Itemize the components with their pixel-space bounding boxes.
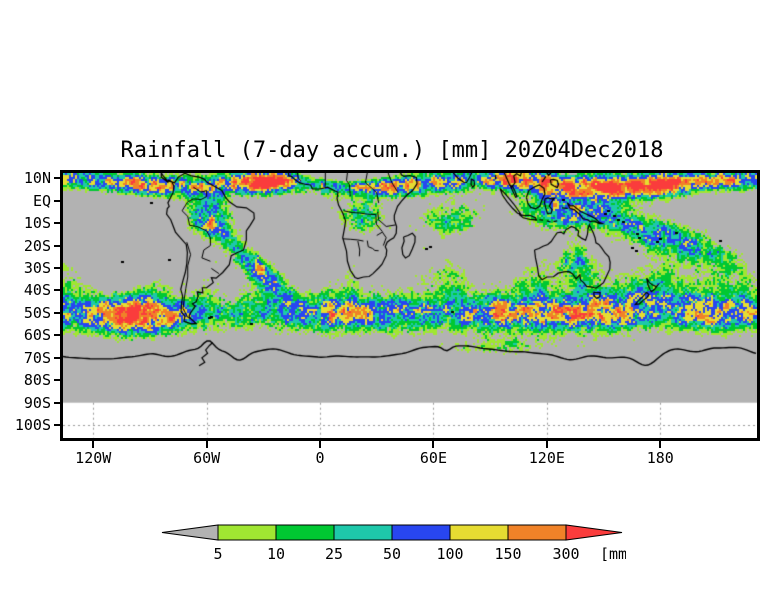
lat-tick-mark: [54, 244, 61, 247]
legend-label: 300: [552, 545, 579, 563]
lat-tick-label: 30S: [23, 259, 51, 277]
legend-segment: [449, 524, 509, 541]
lon-tick-mark: [205, 441, 208, 448]
lat-tick-label: EQ: [32, 191, 51, 210]
legend-segment: [391, 524, 451, 541]
lat-tick-label: 100S: [14, 416, 51, 435]
lon-tick-mark: [319, 441, 322, 448]
lon-tick-label: 0: [315, 449, 325, 467]
lat-tick-label: 60S: [23, 326, 51, 345]
lat-tick-mark: [54, 177, 61, 180]
lat-tick-label: 90S: [23, 393, 51, 412]
chart-title: Rainfall (7-day accum.) [mm] 20Z04Dec201…: [120, 138, 664, 163]
lon-tick-label: 60W: [193, 449, 221, 467]
lat-tick-mark: [54, 311, 61, 314]
lat-tick-label: 70S: [23, 348, 51, 367]
lat-tick-label: 50S: [23, 303, 51, 322]
legend-segment: [333, 524, 393, 541]
legend-label: 100: [436, 545, 463, 563]
lon-tick-mark: [545, 441, 548, 448]
lat-tick-mark: [54, 334, 61, 337]
lon-tick-mark: [432, 441, 435, 448]
legend-left-arrow: [161, 524, 219, 541]
lat-tick-mark: [54, 356, 61, 359]
legend-label: 10: [267, 545, 285, 563]
legend-right-arrow: [565, 524, 623, 541]
lat-tick-label: 10N: [23, 169, 51, 188]
lon-tick-label: 120E: [528, 449, 565, 467]
legend-label: 5: [213, 545, 222, 563]
lat-tick-label: 10S: [23, 214, 51, 233]
legend-segment: [507, 524, 567, 541]
lon-tick-mark: [659, 441, 662, 448]
lat-tick-mark: [54, 379, 61, 382]
legend-label: 50: [383, 545, 401, 563]
legend-colorbar: 5 10 25 50 100 150 300 [mm]: [161, 524, 626, 563]
legend-unit-label: [mm]: [600, 545, 626, 563]
lat-tick-mark: [54, 401, 61, 404]
lat-tick-mark: [54, 199, 61, 202]
legend-segment: [217, 524, 277, 541]
lat-tick-mark: [54, 222, 61, 225]
lon-tick-mark: [92, 441, 95, 448]
lat-tick-label: 80S: [23, 371, 51, 390]
lat-tick-mark: [54, 424, 61, 427]
lat-tick-label: 20S: [23, 236, 51, 255]
lat-tick-label: 40S: [23, 281, 51, 300]
lon-tick-label: 60E: [419, 449, 447, 467]
lon-tick-label: 180: [646, 449, 674, 467]
rainfall-heatmap-canvas: [63, 173, 757, 438]
plot-frame: [60, 170, 760, 441]
legend-label: 150: [494, 545, 521, 563]
lon-tick-label: 120W: [75, 449, 112, 467]
lat-tick-mark: [54, 267, 61, 269]
lat-tick-mark: [54, 289, 61, 292]
legend-segment: [275, 524, 335, 541]
legend-label: 25: [325, 545, 343, 563]
